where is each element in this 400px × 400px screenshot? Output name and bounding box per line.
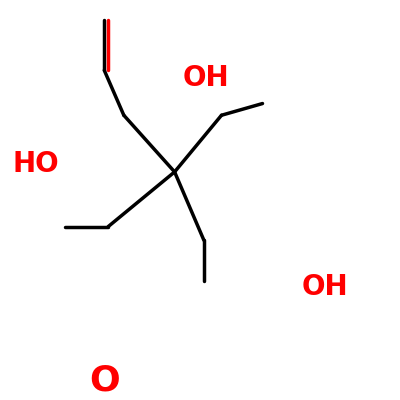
Text: O: O xyxy=(89,364,120,398)
Text: OH: OH xyxy=(302,273,348,301)
Text: HO: HO xyxy=(12,150,59,178)
Text: OH: OH xyxy=(182,64,229,92)
